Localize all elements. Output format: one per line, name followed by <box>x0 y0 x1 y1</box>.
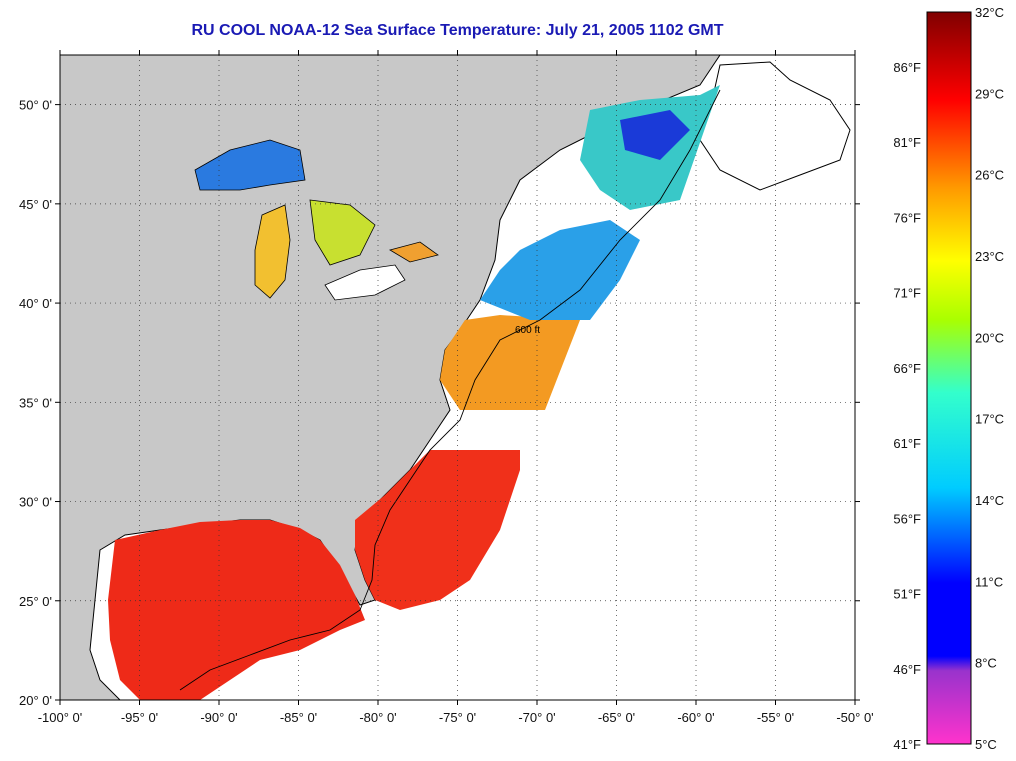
lat-tick-label: 30° 0' <box>19 495 52 510</box>
longitude-axis: -100° 0' -95° 0' -90° 0' -85° 0' -80° 0' -75°… <box>38 50 874 725</box>
lat-tick-label: 35° 0' <box>19 395 52 410</box>
lake-michigan <box>254 204 291 299</box>
colorbar-celsius-labels: 32°C 29°C 26°C 23°C 20°C 17°C 14°C 11°C 8°C 5°C <box>975 5 1004 752</box>
lat-tick-label: 25° 0' <box>19 594 52 609</box>
colorbar-fahrenheit-label: 41°F <box>893 737 921 752</box>
colorbar-fahrenheit-labels: 86°F 81°F 76°F 71°F 66°F 61°F 56°F 51°F 46°F 41°F <box>893 60 921 752</box>
lon-tick-label: -100° 0' <box>38 710 83 725</box>
sst-atlantic-south <box>355 450 520 610</box>
colorbar-fahrenheit-label: 61°F <box>893 436 921 451</box>
sst-atlantic-mid <box>440 315 580 410</box>
colorbar-fahrenheit-label: 76°F <box>893 210 921 225</box>
colorbar-celsius-label: 26°C <box>975 168 1004 183</box>
lon-tick-label: -60° 0' <box>677 710 714 725</box>
colorbar-celsius-label: 14°C <box>975 493 1004 508</box>
latitude-axis: 50° 0' 45° 0' 40° 0' 35° 0' 30° 0' 25° 0' 20° … <box>19 98 860 708</box>
colorbar-fahrenheit-label: 71°F <box>893 286 921 301</box>
lake-huron <box>309 199 376 266</box>
lon-tick-label: -65° 0' <box>598 710 635 725</box>
colorbar <box>926 11 972 745</box>
colorbar-celsius-label: 23°C <box>975 249 1004 264</box>
map-title: RU COOL NOAA-12 Sea Surface Temperature:… <box>191 22 724 39</box>
lon-tick-label: -50° 0' <box>836 710 873 725</box>
lake-erie <box>324 264 406 301</box>
colorbar-celsius-label: 8°C <box>975 656 997 671</box>
lon-tick-label: -80° 0' <box>359 710 396 725</box>
colorbar-celsius-label: 11°C <box>975 574 1003 589</box>
lon-tick-label: -55° 0' <box>757 710 794 725</box>
lat-tick-label: 40° 0' <box>19 296 52 311</box>
colorbar-celsius-label: 17°C <box>975 412 1004 427</box>
lake-ontario <box>388 241 439 263</box>
lon-tick-label: -90° 0' <box>200 710 237 725</box>
sst-gulf-of-maine <box>480 220 640 320</box>
colorbar-fahrenheit-label: 56°F <box>893 511 921 526</box>
lat-tick-label: 50° 0' <box>19 98 52 113</box>
map-area: 600 ft <box>60 55 855 700</box>
lat-tick-label: 45° 0' <box>19 197 52 212</box>
colorbar-celsius-label: 20°C <box>975 330 1004 345</box>
colorbar-fahrenheit-label: 46°F <box>893 662 921 677</box>
lake-superior <box>194 139 306 191</box>
contour-label: 600 ft <box>515 325 540 336</box>
colorbar-fahrenheit-label: 66°F <box>893 361 921 376</box>
colorbar-fahrenheit-label: 86°F <box>893 60 921 75</box>
lon-tick-label: -75° 0' <box>439 710 476 725</box>
lon-tick-label: -70° 0' <box>518 710 555 725</box>
depth-contour-600ft <box>179 89 721 691</box>
lon-tick-label: -85° 0' <box>280 710 317 725</box>
colorbar-celsius-label: 32°C <box>975 5 1004 20</box>
sst-cold-patch <box>620 110 690 160</box>
colorbar-fahrenheit-label: 51°F <box>893 587 921 602</box>
lon-tick-label: -95° 0' <box>121 710 158 725</box>
colorbar-fahrenheit-label: 81°F <box>893 135 921 150</box>
colorbar-celsius-label: 29°C <box>975 86 1004 101</box>
sst-gulf-of-mexico <box>108 520 365 700</box>
colorbar-celsius-label: 5°C <box>975 737 997 752</box>
lat-tick-label: 20° 0' <box>19 693 52 708</box>
